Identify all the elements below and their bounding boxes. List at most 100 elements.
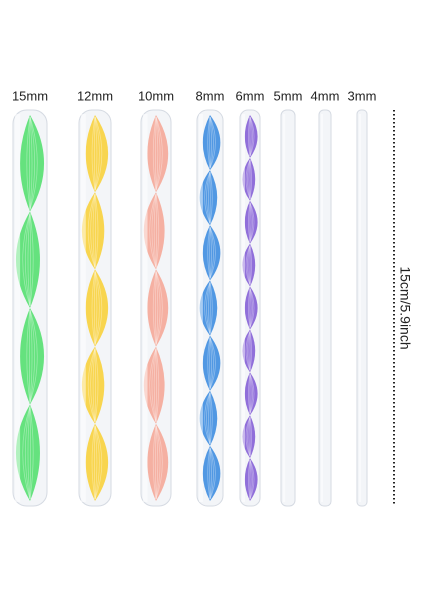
twist-stripe (155, 425, 161, 500)
twist-stripe (151, 348, 157, 422)
twist-stripe (209, 392, 213, 444)
rod-shine (81, 114, 86, 502)
twist-stripe (209, 116, 212, 169)
twist-stripe (249, 288, 255, 328)
twist-stripe (209, 227, 214, 279)
twist (199, 280, 218, 336)
twist-stripe (155, 271, 163, 345)
twist (202, 335, 221, 391)
twist-stripe (153, 194, 157, 268)
twist (15, 404, 40, 501)
twist-stripe (149, 348, 157, 422)
twist-stripe (209, 227, 216, 279)
twist-stripe (208, 282, 211, 334)
twist-stripe (155, 271, 161, 345)
twist (199, 390, 218, 446)
twist-stripe (207, 447, 211, 500)
rod (196, 109, 224, 507)
twist-stripe (26, 309, 31, 403)
twist (242, 415, 256, 459)
twist-stripe (24, 213, 31, 307)
twist-stripe (92, 348, 96, 422)
twist-stripe (155, 271, 159, 345)
twist-stripe (94, 425, 103, 500)
height-label: 15cm/5.9inch (397, 266, 413, 349)
twist-stripe (249, 374, 252, 414)
twist-stripe (204, 171, 211, 224)
twist-stripe (94, 271, 98, 345)
twist-stripe (29, 116, 36, 210)
twist (202, 225, 221, 281)
rod-shine (321, 114, 323, 502)
twist (202, 445, 221, 501)
twist-stripe (208, 392, 211, 444)
twist (143, 192, 165, 270)
twist-stripe (204, 282, 211, 334)
twist-stripe (206, 392, 211, 444)
rod-shine (199, 114, 203, 502)
twist-stripe (245, 159, 251, 199)
twist (81, 346, 105, 424)
twist (85, 115, 109, 193)
twist-stripe (155, 116, 163, 191)
twist-stripe (29, 406, 34, 500)
twist-stripe (94, 348, 96, 422)
rod-body (318, 109, 332, 507)
twist-stripe (209, 447, 212, 500)
size-label: 15mm (12, 88, 48, 103)
twist-stripe (249, 116, 253, 156)
twist (244, 115, 258, 158)
twist-stripe (29, 309, 33, 403)
twist-stripe (94, 425, 96, 500)
twist-stripe (209, 227, 212, 279)
twist (147, 115, 169, 193)
rod-shine (143, 114, 148, 502)
twist-stripe (29, 116, 31, 210)
twist-stripe (90, 194, 96, 268)
twist-stripe (155, 425, 159, 500)
twist-stripe (209, 282, 213, 334)
twist-stripe (155, 348, 160, 422)
twist (244, 372, 258, 416)
twist-stripe (204, 392, 211, 445)
size-label: 10mm (138, 88, 174, 103)
twist-stripe (248, 159, 251, 199)
twist-stripe (209, 337, 212, 389)
twist-stripe (94, 271, 100, 345)
twist-stripe (29, 213, 31, 307)
rod-shine (359, 114, 361, 502)
twist-stripe (248, 245, 251, 285)
twist-stripe (249, 159, 252, 199)
twist-stripe (29, 116, 38, 210)
twist (20, 308, 45, 405)
twist-stripe (29, 309, 31, 403)
rod (318, 109, 332, 507)
rod (140, 109, 172, 507)
twist-stripe (94, 116, 103, 191)
twist (143, 346, 165, 424)
twist (199, 170, 218, 226)
twist-stripe (249, 202, 252, 242)
rod (356, 109, 368, 507)
twist-stripe (94, 425, 100, 500)
twist-stripe (24, 406, 31, 500)
twist-stripe (247, 417, 251, 457)
twist-stripe (248, 417, 251, 457)
twist-stripe (94, 116, 98, 191)
rod (280, 109, 296, 507)
twist-stripe (92, 194, 96, 268)
twist-stripe (94, 116, 96, 191)
twist-stripe (87, 348, 96, 422)
twist-stripe (248, 460, 251, 500)
size-label: 12mm (77, 88, 113, 103)
twist-stripe (155, 116, 159, 191)
twist (147, 423, 169, 501)
twist-stripe (249, 288, 253, 328)
twist-stripe (209, 172, 213, 224)
twist-stripe (249, 460, 252, 500)
twist-stripe (249, 202, 253, 242)
twist-stripe (29, 213, 34, 307)
rod-shine (283, 114, 286, 502)
twist-stripe (249, 202, 255, 242)
